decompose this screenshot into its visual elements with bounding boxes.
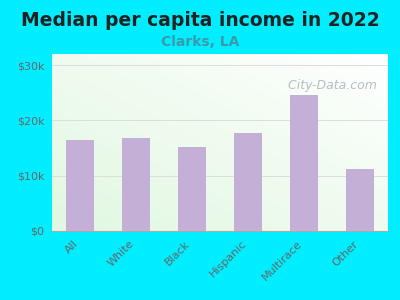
Bar <box>66 140 94 231</box>
Text: City-Data.com: City-Data.com <box>280 80 377 92</box>
Bar <box>346 169 374 231</box>
Text: Clarks, LA: Clarks, LA <box>161 34 239 49</box>
Text: Median per capita income in 2022: Median per capita income in 2022 <box>21 11 379 29</box>
Bar <box>290 95 318 231</box>
Bar <box>122 138 150 231</box>
Bar <box>178 147 206 231</box>
Bar <box>234 133 262 231</box>
